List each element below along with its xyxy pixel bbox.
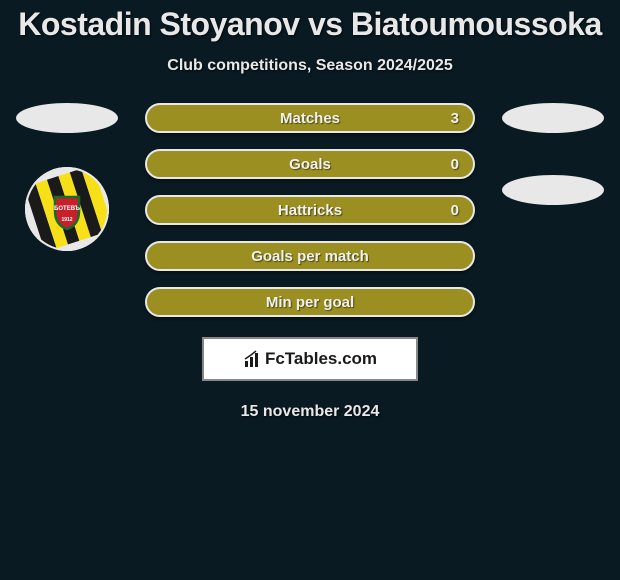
stat-label: Goals per match: [251, 248, 369, 265]
page-title: Kostadin Stoyanov vs Biatoumoussoka: [0, 6, 620, 43]
stat-bar-matches: Matches 3: [145, 103, 475, 133]
right-column: [498, 103, 608, 205]
stat-label: Goals: [289, 156, 331, 173]
left-column: БОТЕВЪ 1912: [12, 103, 122, 251]
club-right-oval: [502, 175, 604, 205]
player-right-oval: [502, 103, 604, 133]
main-row: БОТЕВЪ 1912 Matches 3 Goals 0 Hattricks …: [0, 103, 620, 421]
svg-text:1912: 1912: [61, 217, 72, 223]
botev-logo-icon: БОТЕВЪ 1912: [25, 167, 109, 251]
stat-label: Matches: [280, 110, 340, 127]
stat-bar-goals-per-match: Goals per match: [145, 241, 475, 271]
stat-bar-min-per-goal: Min per goal: [145, 287, 475, 317]
stat-label: Hattricks: [278, 202, 342, 219]
chart-icon: [243, 349, 263, 369]
stat-bar-goals: Goals 0: [145, 149, 475, 179]
subtitle: Club competitions, Season 2024/2025: [0, 57, 620, 75]
stat-value: 3: [451, 110, 459, 127]
brand-text: FcTables.com: [265, 349, 377, 369]
brand-box[interactable]: FcTables.com: [202, 337, 418, 381]
club-logo-left: БОТЕВЪ 1912: [25, 167, 109, 251]
svg-text:БОТЕВЪ: БОТЕВЪ: [54, 206, 80, 212]
stat-value: 0: [451, 202, 459, 219]
date-text: 15 november 2024: [241, 403, 380, 421]
stat-value: 0: [451, 156, 459, 173]
stat-bar-hattricks: Hattricks 0: [145, 195, 475, 225]
stats-column: Matches 3 Goals 0 Hattricks 0 Goals per …: [140, 103, 480, 421]
comparison-widget: Kostadin Stoyanov vs Biatoumoussoka Club…: [0, 0, 620, 421]
player-left-oval: [16, 103, 118, 133]
stat-label: Min per goal: [266, 294, 354, 311]
